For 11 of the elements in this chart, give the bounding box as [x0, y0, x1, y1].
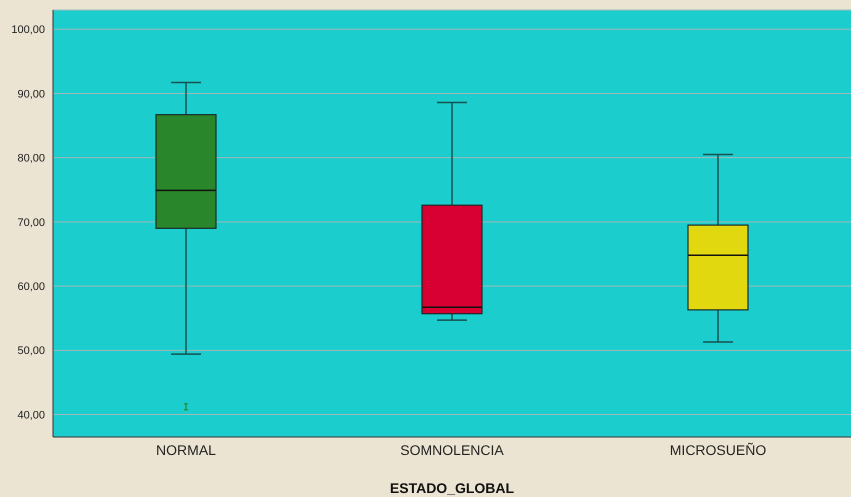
y-tick-label: 60,00 [17, 281, 45, 294]
y-tick-label: 100,00 [11, 24, 45, 36]
x-axis-title: ESTADO_GLOBAL [390, 480, 515, 496]
y-tick-label: 90,00 [17, 88, 45, 100]
y-tick-label: 50,00 [17, 345, 45, 358]
x-tick-label: NORMAL [156, 442, 216, 458]
y-tick-label: 80,00 [17, 152, 45, 165]
y-tick-label: 70,00 [17, 216, 45, 229]
x-tick-label: MICROSUEÑO [670, 442, 766, 458]
y-tick-label: 40,00 [17, 409, 45, 422]
x-tick-label: SOMNOLENCIA [400, 442, 504, 458]
